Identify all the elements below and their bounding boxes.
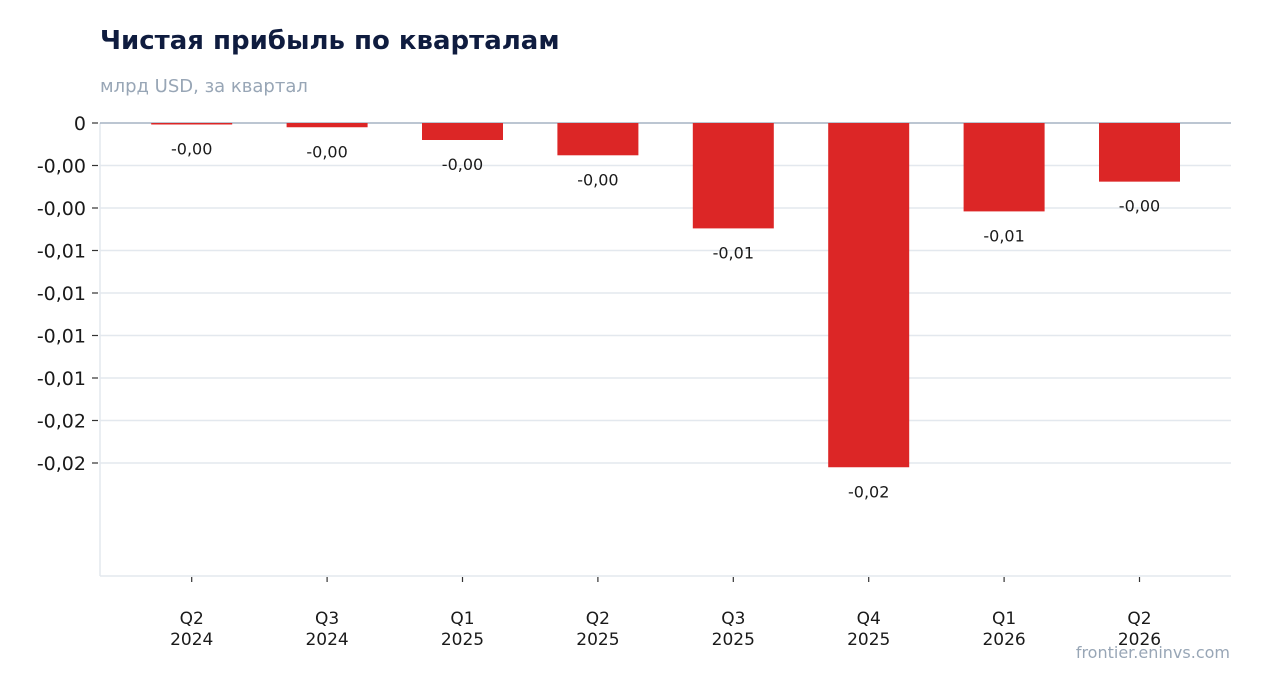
x-tick-label-quarter: Q2 xyxy=(180,609,204,629)
data-label: -0,02 xyxy=(848,482,889,501)
bar xyxy=(963,123,1045,212)
axes xyxy=(99,122,1231,577)
bar xyxy=(422,123,503,140)
chart-subtitle: млрд USD, за квартал xyxy=(100,76,308,97)
bar xyxy=(286,123,368,128)
y-axis-ticks: 0 -0,00 -0,00 -0,01 -0,01 -0,01 -0,01 -0,02 -0,0… xyxy=(37,113,98,475)
x-tick-label-quarter: Q4 xyxy=(857,609,881,629)
bar xyxy=(692,123,774,229)
bar xyxy=(557,123,639,156)
x-tick-label-year: 2025 xyxy=(712,630,755,650)
y-tick-label: -0,01 xyxy=(37,326,86,348)
x-tick-label-year: 2025 xyxy=(847,630,890,650)
data-label: -0,00 xyxy=(306,142,347,161)
x-tick-label-year: 2026 xyxy=(1118,630,1161,650)
x-tick-label-quarter: Q3 xyxy=(721,609,745,629)
y-tick-label: -0,02 xyxy=(37,411,86,433)
y-tick-label: -0,01 xyxy=(37,241,86,263)
bars xyxy=(151,123,1180,468)
data-label: -0,01 xyxy=(983,226,1024,245)
data-label: -0,00 xyxy=(577,170,618,189)
x-tick-label-quarter: Q1 xyxy=(450,609,474,629)
x-axis-ticks: Q22024Q32024Q12025Q22025Q32025Q42025Q120… xyxy=(170,577,1161,650)
x-tick-label-year: 2024 xyxy=(305,630,348,650)
x-tick-label-quarter: Q2 xyxy=(1127,609,1151,629)
x-tick-label-quarter: Q1 xyxy=(992,609,1016,629)
y-tick-label: 0 xyxy=(74,113,86,135)
x-tick-label-year: 2025 xyxy=(441,630,484,650)
data-label: -0,00 xyxy=(171,140,212,159)
watermark: frontier.eninvs.com xyxy=(1075,643,1230,662)
data-label: -0,00 xyxy=(442,155,483,174)
x-tick-label-year: 2024 xyxy=(170,630,213,650)
chart-title: Чистая прибыль по кварталам xyxy=(100,26,560,56)
x-tick-label-year: 2026 xyxy=(982,630,1025,650)
data-label: -0,01 xyxy=(713,243,754,262)
bar xyxy=(828,123,910,468)
bar xyxy=(151,123,233,125)
x-tick-label-year: 2025 xyxy=(576,630,619,650)
y-tick-label: -0,02 xyxy=(37,453,86,475)
y-tick-label: -0,00 xyxy=(37,156,86,178)
data-labels: -0,00 -0,00 -0,00 -0,00 -0,01 -0,02 -0,01 -0,00 xyxy=(171,140,1160,502)
y-tick-label: -0,00 xyxy=(37,198,86,220)
gridlines xyxy=(100,164,1231,464)
x-tick-label-quarter: Q2 xyxy=(586,609,610,629)
y-tick-label: -0,01 xyxy=(37,283,86,305)
bar xyxy=(1099,123,1180,182)
data-label: -0,00 xyxy=(1119,197,1160,216)
x-tick-label-quarter: Q3 xyxy=(315,609,339,629)
y-tick-label: -0,01 xyxy=(37,368,86,390)
